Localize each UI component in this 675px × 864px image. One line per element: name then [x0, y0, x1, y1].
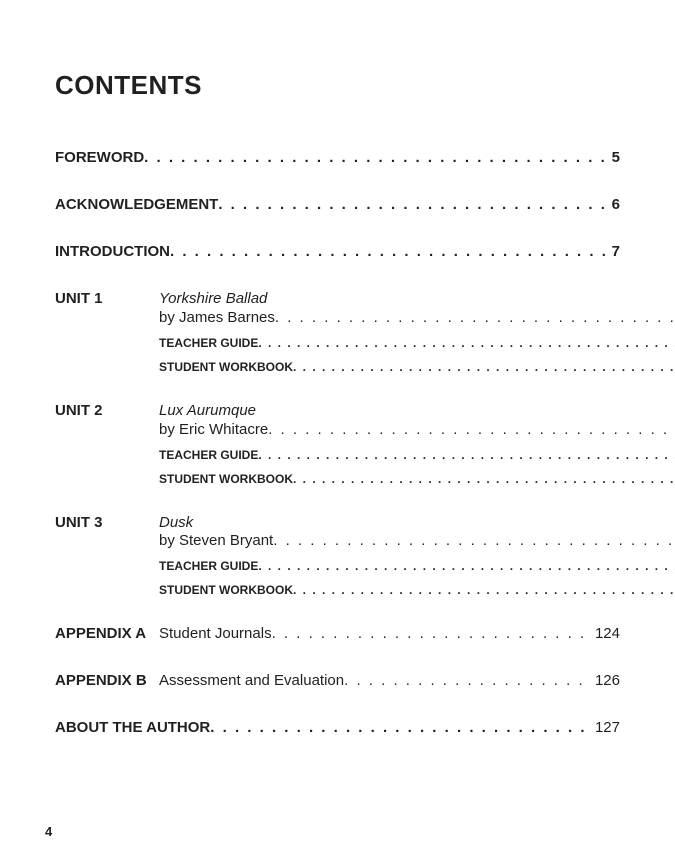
toc-row: ACKNOWLEDGEMENT 6: [55, 196, 620, 213]
dot-leader: [293, 583, 675, 597]
dot-leader: [293, 472, 675, 486]
sub-label: STUDENT WORKBOOK: [159, 583, 293, 597]
appendix-page: 126: [591, 672, 620, 689]
byline-text: by James Barnes: [159, 309, 275, 326]
piece-title: Yorkshire Ballad: [159, 290, 675, 309]
sub-row: TEACHER GUIDE 12: [159, 336, 675, 350]
sub-label: STUDENT WORKBOOK: [159, 360, 293, 374]
toc-row-label: FOREWORD: [55, 149, 144, 166]
dot-leader: [268, 421, 675, 438]
toc-unit: UNIT 2 Lux Aurumque by Eric Whitacre 49 …: [55, 402, 620, 486]
byline-row: by Steven Bryant 83: [159, 532, 675, 549]
unit-label: UNIT 2: [55, 402, 159, 486]
dot-leader: [293, 360, 675, 374]
unit-body: Lux Aurumque by Eric Whitacre 49 TEACHER…: [159, 402, 675, 486]
sub-row: STUDENT WORKBOOK 30: [159, 360, 675, 374]
dot-leader: [258, 336, 675, 350]
dot-leader: [144, 149, 607, 166]
toc-row-page: 5: [608, 149, 620, 166]
about-row: ABOUT THE AUTHOR 127: [55, 719, 620, 736]
dot-leader: [170, 243, 608, 260]
piece-title: Lux Aurumque: [159, 402, 675, 421]
appendix-text: Student Journals: [159, 625, 272, 642]
byline-row: by James Barnes 11: [159, 309, 675, 326]
appendix-page: 124: [591, 625, 620, 642]
sub-row: STUDENT WORKBOOK 103: [159, 583, 675, 597]
about-label: ABOUT THE AUTHOR: [55, 719, 210, 736]
toc-row-page: 7: [608, 243, 620, 260]
dot-leader: [344, 672, 591, 689]
byline-row: by Eric Whitacre 49: [159, 421, 675, 438]
dot-leader: [210, 719, 591, 736]
sub-row: TEACHER GUIDE 50: [159, 448, 675, 462]
sub-label: TEACHER GUIDE: [159, 559, 258, 573]
toc-row-label: INTRODUCTION: [55, 243, 170, 260]
toc-page: CONTENTS FOREWORD 5 ACKNOWLEDGEMENT 6 IN…: [0, 0, 675, 864]
appendix-label: APPENDIX A: [55, 625, 159, 642]
toc-row-page: 6: [608, 196, 620, 213]
byline-text: by Eric Whitacre: [159, 421, 268, 438]
page-number-folio: 4: [45, 824, 52, 839]
piece-title: Dusk: [159, 514, 675, 533]
unit-body: Yorkshire Ballad by James Barnes 11 TEAC…: [159, 290, 675, 374]
unit-label: UNIT 1: [55, 290, 159, 374]
byline-text: by Steven Bryant: [159, 532, 273, 549]
unit-label: UNIT 3: [55, 514, 159, 598]
appendix-text: Assessment and Evaluation: [159, 672, 344, 689]
sub-label: TEACHER GUIDE: [159, 336, 258, 350]
dot-leader: [218, 196, 607, 213]
about-page: 127: [591, 719, 620, 736]
sub-label: TEACHER GUIDE: [159, 448, 258, 462]
appendix-label: APPENDIX B: [55, 672, 159, 689]
toc-row: FOREWORD 5: [55, 149, 620, 166]
sub-row: TEACHER GUIDE 84: [159, 559, 675, 573]
toc-row: INTRODUCTION 7: [55, 243, 620, 260]
toc-unit: UNIT 1 Yorkshire Ballad by James Barnes …: [55, 290, 620, 374]
toc-row-label: ACKNOWLEDGEMENT: [55, 196, 218, 213]
dot-leader: [275, 309, 675, 326]
dot-leader: [258, 559, 675, 573]
sub-row: STUDENT WORKBOOK 66: [159, 472, 675, 486]
unit-body: Dusk by Steven Bryant 83 TEACHER GUIDE 8…: [159, 514, 675, 598]
sub-label: STUDENT WORKBOOK: [159, 472, 293, 486]
dot-leader: [273, 532, 675, 549]
appendix-row: APPENDIX B Assessment and Evaluation 126: [55, 672, 620, 689]
page-title: CONTENTS: [55, 70, 620, 101]
dot-leader: [272, 625, 591, 642]
appendix-row: APPENDIX A Student Journals 124: [55, 625, 620, 642]
toc-unit: UNIT 3 Dusk by Steven Bryant 83 TEACHER …: [55, 514, 620, 598]
dot-leader: [258, 448, 675, 462]
